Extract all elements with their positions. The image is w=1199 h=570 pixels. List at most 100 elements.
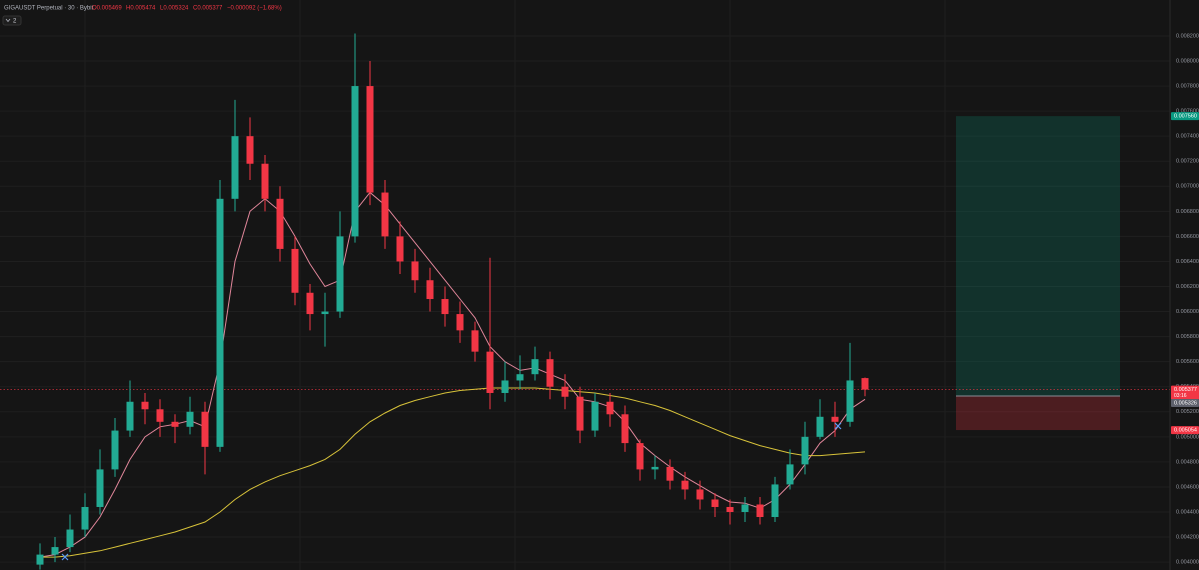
indicator-toggle[interactable] xyxy=(2,15,22,26)
candle-body xyxy=(696,489,704,500)
plot xyxy=(0,33,1170,570)
candle-body xyxy=(396,236,404,262)
signal-marker xyxy=(61,553,69,561)
candle-body xyxy=(516,374,524,381)
y-tick-label: 0.007200 xyxy=(1176,159,1199,165)
y-tick-label: 0.007400 xyxy=(1176,134,1199,140)
ohlc-open: O0.005469 xyxy=(92,6,122,12)
profit-zone xyxy=(956,116,1120,396)
candle-body xyxy=(36,554,44,565)
candle-body xyxy=(606,401,614,415)
y-tick-label: 0.004200 xyxy=(1176,535,1199,541)
candle-body xyxy=(66,529,74,548)
candle-body xyxy=(426,280,434,300)
y-tick-label: 0.005600 xyxy=(1176,359,1199,365)
vertical-grid xyxy=(84,0,946,570)
candle-body xyxy=(96,469,104,507)
price-tag-label: 0.007560 xyxy=(1174,114,1197,120)
countdown: 03:16 xyxy=(1174,393,1187,399)
candle-body xyxy=(741,504,749,512)
candle-body xyxy=(561,386,569,397)
y-tick-label: 0.006200 xyxy=(1176,284,1199,290)
price-tag xyxy=(1171,112,1199,121)
candle-body xyxy=(381,192,389,237)
signal-marker xyxy=(834,422,842,430)
moving-average xyxy=(40,387,866,558)
y-tick-label: 0.006600 xyxy=(1176,234,1199,240)
candle-body xyxy=(666,466,674,481)
y-tick-label: 0.004600 xyxy=(1176,484,1199,490)
chevron-icon xyxy=(5,18,11,23)
candle-body xyxy=(81,506,89,530)
y-tick-label: 0.007800 xyxy=(1176,84,1199,90)
y-tick-label: 0.006400 xyxy=(1176,259,1199,265)
price-tag-label: 0.005326 xyxy=(1174,400,1197,406)
candle-body xyxy=(576,396,584,431)
candle-body xyxy=(651,466,659,470)
candle-body xyxy=(156,409,164,422)
candle-body xyxy=(141,401,149,410)
ohlc-low: L0.005324 xyxy=(160,6,189,12)
candle-body xyxy=(291,248,299,293)
candle-body xyxy=(186,411,194,427)
candle-body xyxy=(171,421,179,427)
candle-body xyxy=(321,311,329,315)
candle-body xyxy=(771,484,779,518)
price-tag-label: 0.005377 xyxy=(1174,387,1197,393)
indicator-count: 2 xyxy=(13,19,17,25)
candle-body xyxy=(846,380,854,422)
y-tick-label: 0.006000 xyxy=(1176,309,1199,315)
candle-body xyxy=(231,136,239,199)
price-tag xyxy=(1171,398,1199,407)
candle-body xyxy=(126,401,134,431)
candle-body xyxy=(621,414,629,444)
price-tag-label: 0.005054 xyxy=(1174,428,1197,434)
candle-body xyxy=(636,443,644,470)
candle-body xyxy=(351,86,359,237)
candle-body xyxy=(261,163,269,199)
price-tag xyxy=(1171,426,1199,435)
ohlc-close: C0.005377 xyxy=(193,6,223,12)
candle-body xyxy=(201,411,209,447)
candle-body xyxy=(276,198,284,249)
ohlc-change: −0.000092 (−1.68%) xyxy=(227,6,282,12)
price-tag xyxy=(1171,385,1199,400)
y-tick-label: 0.006800 xyxy=(1176,209,1199,215)
candle-body xyxy=(546,359,554,387)
candle-body xyxy=(306,292,314,315)
ohlc-high: H0.005474 xyxy=(126,6,156,12)
candle-body xyxy=(441,299,449,315)
y-tick-label: 0.004400 xyxy=(1176,509,1199,515)
candle-body xyxy=(711,499,719,507)
y-tick-label: 0.004000 xyxy=(1176,560,1199,566)
y-tick-label: 0.005000 xyxy=(1176,434,1199,440)
symbol-title: GIGAUSDT Perpetual · 30 · Bybit xyxy=(4,6,94,12)
candle-body xyxy=(801,436,809,465)
candle-body xyxy=(831,416,839,422)
candle-body xyxy=(216,198,224,447)
loss-zone xyxy=(956,395,1120,431)
y-tick-label: 0.005200 xyxy=(1176,409,1199,415)
candle-body xyxy=(246,136,254,164)
candle-body xyxy=(501,380,509,393)
candle-body xyxy=(531,359,539,375)
candle-body xyxy=(681,480,689,490)
candle-body xyxy=(51,547,59,555)
y-tick-label: 0.005800 xyxy=(1176,334,1199,340)
candle-body xyxy=(366,86,374,193)
y-tick-label: 0.007600 xyxy=(1176,109,1199,115)
candle-body xyxy=(456,314,464,331)
candle-body xyxy=(861,378,869,390)
candle-body xyxy=(411,261,419,281)
candle-body xyxy=(486,351,494,393)
candle-body xyxy=(111,430,119,470)
candle-body xyxy=(786,464,794,485)
y-tick-label: 0.008200 xyxy=(1176,33,1199,39)
candle-body xyxy=(336,236,344,312)
candle-body xyxy=(591,401,599,431)
candle-body xyxy=(726,506,734,512)
y-tick-label: 0.007000 xyxy=(1176,184,1199,190)
